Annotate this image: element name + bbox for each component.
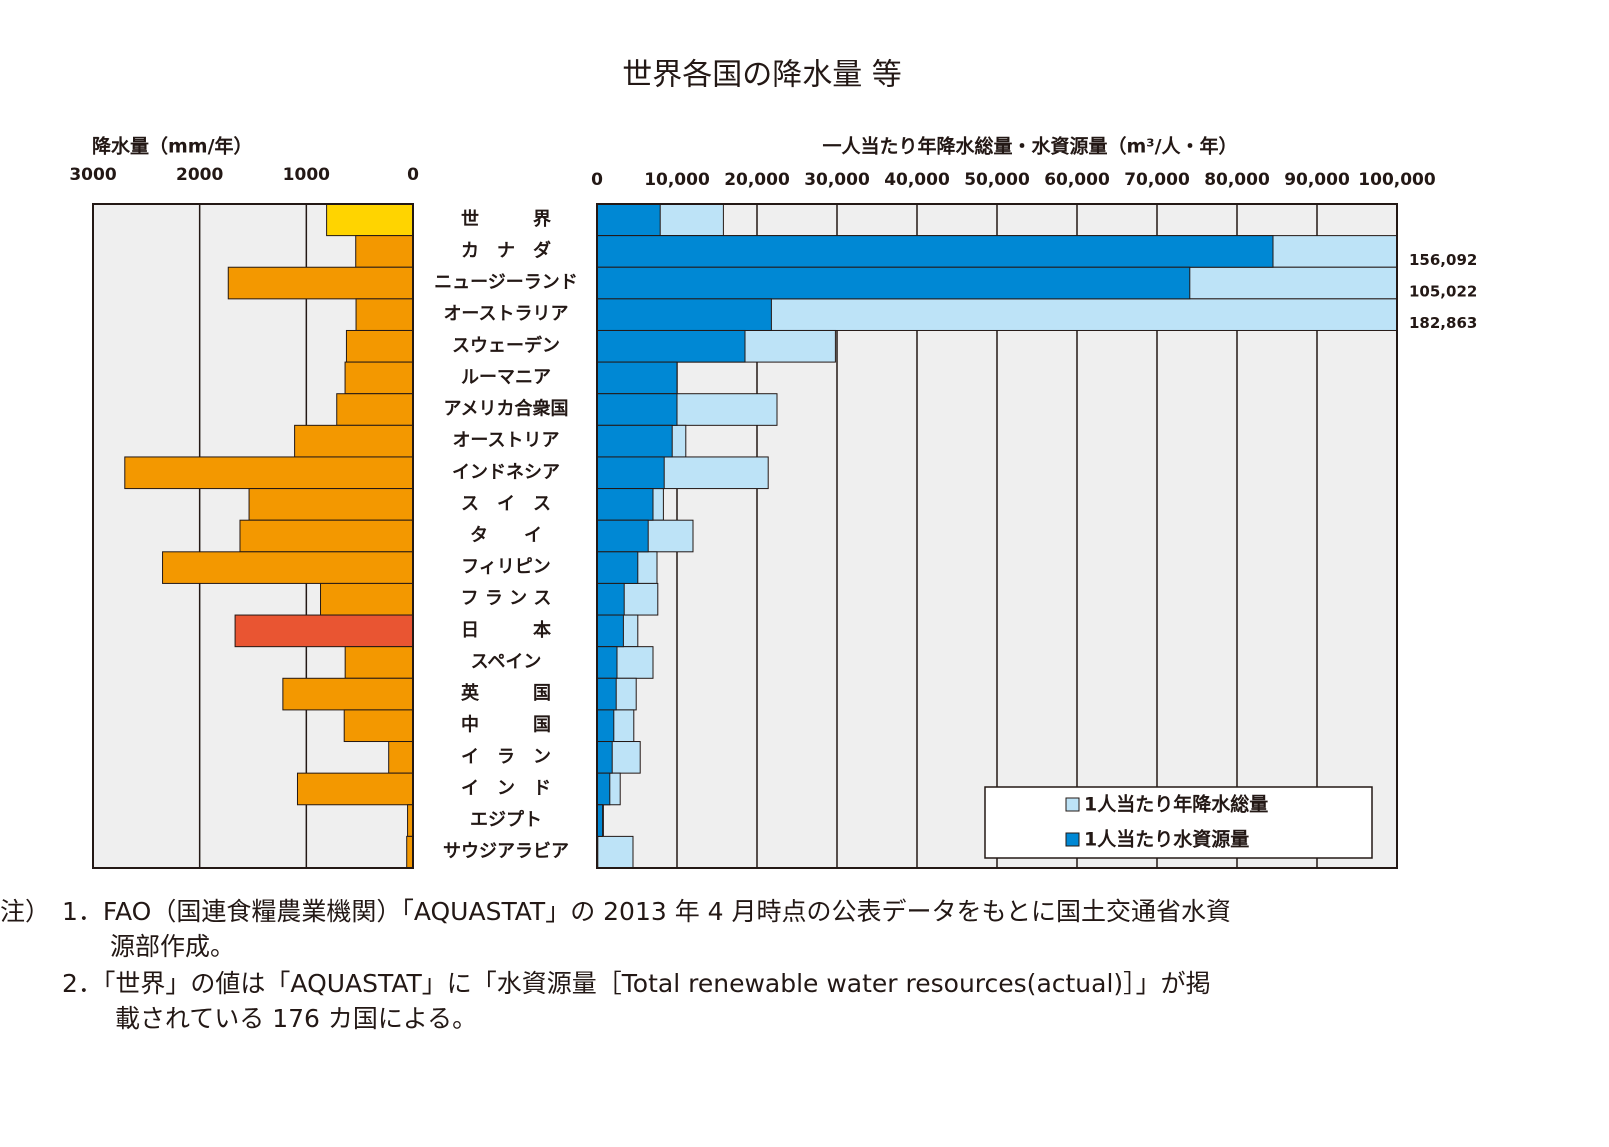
bar — [597, 266, 1191, 300]
value-label: 182,863 — [1409, 314, 1477, 332]
x-tick-label: 30,000 — [804, 170, 870, 190]
bar — [320, 582, 414, 616]
category-label: オーストリア — [452, 430, 559, 451]
note: 2．「世界」の値は「AQUASTAT」に「水資源量［Total renewabl… — [62, 969, 1211, 998]
category-label: 英 国 — [460, 682, 551, 704]
x-tick-label: 50,000 — [964, 170, 1030, 190]
legend — [984, 786, 1373, 859]
x-tick-label: 90,000 — [1284, 170, 1350, 190]
value-label: 156,092 — [1409, 251, 1477, 269]
category-label: スペイン — [471, 651, 542, 672]
category-label: スウェーデン — [452, 334, 560, 356]
bar — [597, 677, 617, 711]
category-label: 中 国 — [461, 714, 551, 736]
bar — [597, 393, 678, 426]
bar — [597, 804, 604, 837]
note: 注） — [0, 897, 50, 926]
bar — [345, 329, 414, 363]
bar — [162, 551, 414, 584]
category-label: カ ナ ダ — [461, 239, 551, 261]
x-tick-label: 40,000 — [884, 170, 950, 190]
category-label: インドネシア — [452, 462, 560, 483]
category-label: サウジアラビア — [443, 841, 569, 862]
bar — [344, 646, 414, 679]
bar — [597, 709, 615, 743]
note: 1．FAO（国連食糧農業機関）「AQUASTAT」の 2013 年 4 月時点の… — [62, 897, 1231, 926]
bar — [597, 361, 678, 395]
bar — [597, 456, 665, 490]
left-frame — [92, 203, 414, 869]
x-tick-label: 0 — [591, 170, 603, 190]
bar — [597, 519, 649, 553]
bar — [388, 741, 414, 774]
x-tick-label: 2000 — [176, 165, 223, 185]
x-tick-label: 0 — [407, 165, 419, 185]
category-label: アメリカ合衆国 — [443, 398, 568, 420]
bar — [239, 519, 414, 553]
bar — [124, 456, 414, 490]
note: 源部作成。 — [110, 932, 235, 961]
x-tick-label: 10,000 — [644, 170, 710, 190]
bar — [234, 614, 414, 648]
bar — [597, 835, 634, 868]
bar — [248, 488, 414, 521]
bar — [597, 204, 661, 237]
value-label: 105,022 — [1409, 283, 1477, 301]
bar — [597, 329, 746, 363]
category-label: 世 界 — [461, 209, 551, 230]
bar — [344, 361, 414, 395]
bar — [355, 235, 414, 268]
right-frame — [596, 203, 1398, 869]
x-tick-label: 80,000 — [1204, 170, 1270, 190]
bar — [282, 677, 414, 711]
bar — [336, 393, 414, 426]
bar — [597, 551, 639, 584]
category-label: ス イ ス — [461, 493, 551, 514]
bar — [294, 424, 414, 458]
bar — [597, 772, 611, 806]
category-label: ニュージーランド — [434, 272, 578, 293]
category-label: タ イ — [470, 525, 542, 546]
category-label: フィリピン — [461, 557, 551, 578]
legend-swatch — [1065, 832, 1080, 847]
x-tick-label: 60,000 — [1044, 170, 1110, 190]
bar — [597, 298, 772, 331]
x-tick-label: 70,000 — [1124, 170, 1190, 190]
x-tick-label: 20,000 — [724, 170, 790, 190]
title: 世界各国の降水量 等 — [622, 58, 902, 93]
bar — [597, 235, 1274, 268]
category-label: ルーマニア — [461, 367, 551, 388]
bar — [597, 582, 625, 616]
bar — [355, 298, 414, 331]
bar — [296, 772, 414, 806]
right-axis-label: 一人当たり年降水総量・水資源量（m³/人・年） — [822, 135, 1237, 158]
legend-label: 1人当たり水資源量 — [1084, 828, 1249, 851]
x-tick-label: 1000 — [283, 165, 330, 185]
bar — [343, 709, 414, 743]
bar — [227, 266, 414, 300]
bar — [597, 646, 618, 679]
bar — [597, 614, 624, 648]
category-label: イ ラ ン — [461, 746, 551, 767]
category-label: オーストラリア — [443, 304, 568, 325]
x-tick-label: 3000 — [69, 165, 116, 185]
category-label: イ ン ド — [461, 778, 551, 799]
category-label: フ ラ ン ス — [461, 588, 552, 609]
bar — [326, 203, 414, 237]
left-axis-label: 降水量（mm/年） — [92, 135, 253, 158]
category-label: 日 本 — [461, 619, 551, 641]
bar — [597, 424, 673, 458]
category-label: エジプト — [470, 809, 542, 831]
x-tick-label: 100,000 — [1358, 170, 1436, 190]
note: 載されている 176 カ国による。 — [115, 1004, 477, 1033]
bar — [597, 741, 613, 774]
bar — [597, 488, 654, 521]
legend-swatch — [1065, 797, 1080, 812]
legend-label: 1人当たり年降水総量 — [1084, 793, 1268, 816]
